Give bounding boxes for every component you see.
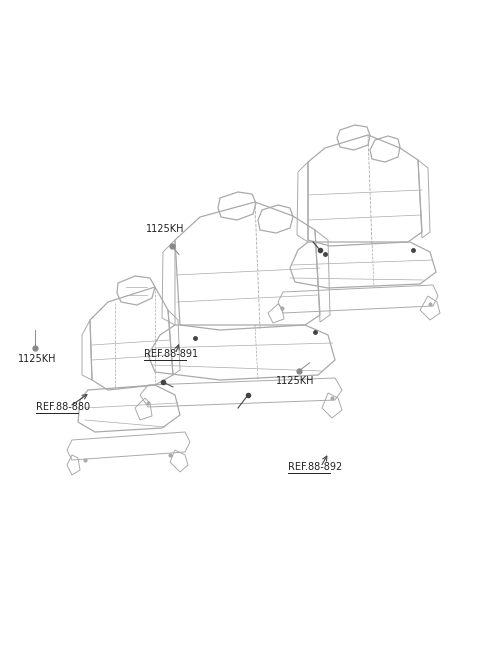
Text: 1125KH: 1125KH: [276, 376, 314, 386]
Text: REF.88-880: REF.88-880: [36, 402, 90, 412]
Text: 1125KH: 1125KH: [146, 224, 185, 234]
Text: REF.88-892: REF.88-892: [288, 462, 342, 472]
Text: 1125KH: 1125KH: [18, 354, 57, 364]
Text: REF.88-891: REF.88-891: [144, 350, 198, 359]
